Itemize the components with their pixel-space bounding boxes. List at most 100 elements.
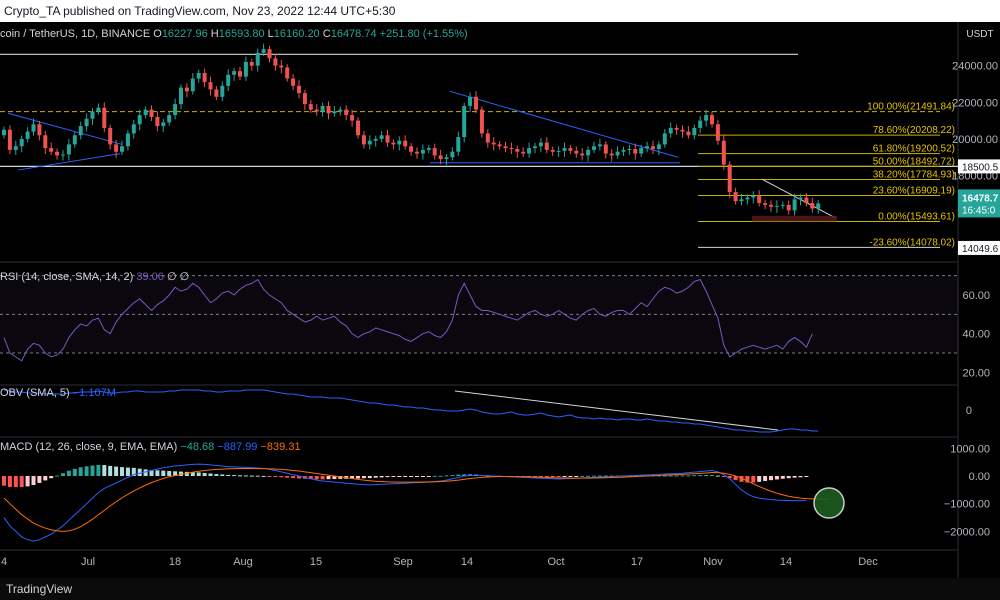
time-tick-label: Dec	[858, 556, 878, 568]
macd-histogram-bar	[232, 475, 237, 477]
candle-body	[645, 146, 650, 149]
macd-histogram-bar	[31, 476, 36, 485]
candle-body	[149, 109, 154, 117]
macd-histogram-bar	[385, 476, 390, 478]
price-tag-box	[958, 240, 1000, 255]
candle-body	[704, 115, 709, 121]
macd-histogram-bar	[533, 476, 537, 477]
candle-body	[668, 127, 673, 134]
macd-histogram-bar	[161, 470, 166, 476]
macd-tick-label: 1000.00	[950, 443, 990, 455]
candle-body	[550, 149, 555, 152]
macd-histogram-bar	[61, 473, 65, 476]
high-label: H	[210, 28, 219, 40]
macd-histogram-bar	[674, 475, 679, 477]
candle-body	[137, 115, 142, 125]
macd-histogram-bar	[202, 472, 207, 476]
candle-body	[509, 148, 514, 150]
candle-body	[763, 203, 768, 205]
candle-body	[72, 135, 77, 145]
macd-histogram-bar	[715, 475, 720, 477]
candle-body	[680, 129, 685, 132]
price-tick-label: 22000.00	[952, 97, 998, 109]
macd-histogram-bar	[462, 474, 467, 476]
rsi-value: 39.06	[136, 271, 164, 283]
macd-histogram-bar	[686, 475, 691, 477]
candle-body	[409, 146, 414, 152]
candle-body	[338, 109, 343, 112]
macd-histogram-bar	[580, 475, 585, 477]
candle-body	[385, 135, 390, 143]
candle-body	[426, 148, 431, 150]
candle-body	[273, 58, 278, 66]
macd-histogram-bar	[774, 476, 779, 480]
candle-body	[462, 105, 467, 138]
time-tick-label: Aug	[233, 556, 253, 568]
low-value: 16160.20	[273, 28, 320, 40]
macd-histogram-bar	[120, 467, 124, 476]
candle-body	[161, 122, 166, 127]
candle-body	[780, 204, 785, 206]
macd-histogram-bar	[757, 476, 762, 482]
candle-body	[692, 127, 697, 136]
obv-pane: 0	[3, 389, 972, 433]
macd-legend: MACD (12, 26, close, 9, EMA, EMA) −48.68…	[0, 441, 301, 453]
fib-level-label: 61.80%(19200.52)	[873, 144, 955, 155]
macd-histogram-bar	[538, 476, 543, 477]
macd-histogram-bar	[792, 476, 797, 478]
candle-body	[580, 153, 585, 156]
candle-body	[774, 205, 779, 207]
candle-body	[19, 138, 24, 147]
symbol-legend: coin / TetherUS, 1D, BINANCE O16227.96 H…	[0, 28, 468, 40]
macd-histogram-bar	[49, 476, 54, 479]
candle-body	[533, 146, 537, 149]
macd-histogram-bar	[320, 476, 325, 480]
time-tick-label: 18	[169, 556, 181, 568]
candle-body	[721, 140, 726, 165]
candle-body	[261, 49, 266, 53]
rsi-legend: RSI (14, close, SMA, 14, 2) 39.06 ∅ ∅	[0, 270, 189, 283]
candle-body	[297, 85, 301, 94]
fib-level-label: 78.60%(20208.22)	[873, 125, 955, 136]
candle-body	[686, 131, 691, 136]
macd-histogram-bar	[226, 474, 231, 476]
rsi-label: RSI (14, close, SMA, 14, 2)	[0, 271, 134, 283]
macd-histogram-bar	[267, 476, 272, 477]
macd-histogram-bar	[692, 475, 697, 477]
candle-body	[361, 135, 366, 145]
candle-body	[751, 195, 756, 198]
macd-histogram-bar	[544, 476, 549, 477]
candle-body	[279, 65, 284, 68]
candle-body	[438, 155, 443, 160]
macd-histogram-bar	[332, 476, 337, 480]
candle-body	[61, 154, 65, 156]
macd-histogram-bar	[426, 476, 431, 477]
candle-body	[373, 138, 378, 141]
candle-body	[2, 129, 6, 136]
candle-body	[515, 149, 520, 152]
macd-line	[3, 463, 807, 542]
macd-histogram-bar	[179, 471, 183, 476]
time-tick-label: 4	[1, 556, 7, 568]
macd-histogram-bar	[680, 475, 685, 477]
candle-body	[108, 127, 113, 145]
candle-body	[238, 71, 242, 77]
highlight-circle	[813, 487, 845, 519]
macd-histogram-bar	[143, 469, 148, 476]
footer-bar: TradingView	[0, 578, 1000, 600]
obv-trendline	[454, 390, 779, 431]
macd-histogram-bar	[249, 475, 254, 477]
macd-histogram-bar	[208, 473, 213, 476]
candle-body	[574, 150, 579, 154]
candle-body	[332, 111, 337, 114]
candle-body	[786, 204, 791, 211]
macd-histogram-bar	[780, 476, 785, 479]
candle-body	[143, 109, 148, 116]
candle-body	[651, 146, 655, 149]
macd-histogram-bar	[167, 471, 172, 476]
tradingview-brand: TradingView	[6, 582, 73, 596]
macd-histogram-bar	[745, 476, 750, 483]
candle-body	[621, 149, 626, 152]
macd-histogram-bar	[291, 476, 296, 479]
